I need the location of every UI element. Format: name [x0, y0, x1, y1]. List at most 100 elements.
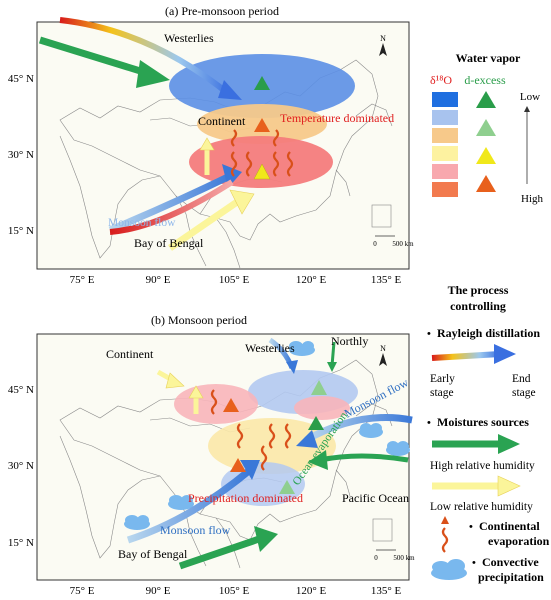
legend-high-rh: High relative humidity: [430, 460, 535, 472]
lon-75-a: 75° E: [70, 274, 95, 286]
svg-text:500 km: 500 km: [392, 240, 414, 248]
evaporation-icon: [236, 423, 244, 449]
label-a-westerlies: Westerlies: [164, 31, 214, 45]
legend-green-arrow: [432, 434, 520, 454]
lon-120-b: 120° E: [296, 585, 327, 597]
evaporation-icon: [272, 129, 280, 147]
legend-cont-evap-1: Continental: [479, 519, 540, 533]
evaporation-icon: [210, 389, 218, 415]
clouds-b: [124, 341, 410, 530]
label-b-monsoon-bottom: Monsoon flow: [160, 523, 231, 537]
north-arrow-a: N: [379, 34, 387, 56]
lon-75-b: 75° E: [70, 585, 95, 597]
label-b-continent: Continent: [106, 347, 154, 361]
evaporation-icons-a: [230, 129, 294, 177]
convective-cloud-icon: [168, 495, 194, 510]
map-a-lat-labels: 45° N 30° N 15° N: [8, 73, 34, 237]
lon-105-b: 105° E: [219, 585, 250, 597]
lon-135-b: 135° E: [371, 585, 402, 597]
legend-conv-1: Convective: [482, 555, 539, 569]
legend-early: Early: [430, 373, 455, 385]
legend-process-title-1: The process: [448, 283, 509, 297]
arrow-b-westerly: [268, 337, 298, 374]
label-a-continent: Continent: [198, 114, 246, 128]
arrow-b-yellow-up: [188, 385, 204, 414]
legend-rayleigh-arrow: [431, 344, 516, 364]
triangle-a-green: [254, 76, 270, 90]
legend-low-rh: Low relative humidity: [430, 501, 533, 513]
legend-swatch-3: [432, 146, 458, 161]
legend-triangle-2: [476, 147, 496, 164]
inset-map-a: [371, 204, 392, 228]
lat-30-a: 30° N: [8, 149, 34, 161]
legend-early-2: stage: [430, 387, 454, 399]
triangle-a-orange: [254, 118, 270, 132]
lon-105-a: 105° E: [219, 274, 250, 286]
label-a-temperature: Temperature dominated: [280, 111, 394, 125]
svg-text:0: 0: [373, 240, 377, 248]
legend-swatch-5: [432, 182, 458, 197]
arrow-a-monsoon-red: [109, 179, 234, 235]
legend-vapor-col2: d-excess: [464, 73, 506, 87]
legend-cont-evap-2: evaporation: [488, 534, 550, 548]
convective-cloud-icon: [289, 341, 315, 356]
scale-bar-b: 0 500 km: [374, 549, 415, 562]
svg-text:0: 0: [374, 554, 378, 562]
legend-conv-2: precipitation: [478, 570, 544, 584]
scale-bar-a: 0 500 km: [373, 235, 414, 248]
arrow-a-westerly-green: [38, 36, 170, 88]
label-b-bay: Bay of Bengal: [118, 547, 188, 561]
arrow-b-monsoon-right: [296, 414, 413, 448]
legend-vapor-triangles: [476, 91, 496, 192]
arrow-a-westerly-red: [59, 17, 242, 100]
label-a-bay: Bay of Bengal: [134, 236, 204, 250]
evaporation-icon: [286, 151, 294, 177]
map-b-lon-labels: 75° E 90° E 105° E 120° E 135° E: [70, 585, 402, 597]
lat-30-b: 30° N: [8, 460, 34, 472]
svg-text:500 km: 500 km: [393, 554, 415, 562]
lat-15-b: 15° N: [8, 537, 34, 549]
svg-text:N: N: [380, 344, 386, 353]
map-a-lon-labels: 75° E 90° E 105° E 120° E 135° E: [70, 274, 402, 286]
legend-swatch-2: [432, 128, 458, 143]
legend-triangle-1: [476, 119, 496, 136]
legend-swatch-1: [432, 110, 458, 125]
lat-15-a: 15° N: [8, 225, 34, 237]
convective-cloud-icon: [359, 423, 383, 438]
evaporation-icon: [272, 151, 280, 177]
legend-bullet-rayleigh: •: [427, 328, 431, 340]
panel-b: (b) Monsoon period 45° N 30° N 15° N 75°…: [8, 313, 415, 597]
legend-cloud-icon: [431, 559, 467, 580]
triangle-b-green-east: [308, 416, 324, 430]
legend-bullet-evap: •: [469, 521, 473, 533]
arrow-b-monsoon-bottom: [126, 460, 260, 544]
legend-vapor-swatches: [432, 92, 458, 197]
triangle-b-lightgreen-south: [279, 480, 295, 494]
legend-low: Low: [520, 91, 540, 103]
legend-high: High: [521, 193, 544, 205]
legend-swatch-4: [432, 164, 458, 179]
legend-triangle-3: [476, 175, 496, 192]
lon-90-b: 90° E: [146, 585, 171, 597]
triangle-b-lightgreen-north: [311, 380, 327, 395]
lon-135-a: 135° E: [371, 274, 402, 286]
evaporation-icon: [230, 151, 238, 177]
evaporation-icon: [268, 423, 276, 449]
legend-swatch-0: [432, 92, 458, 107]
legend-process: The process controlling • Rayleigh disti…: [427, 283, 550, 584]
legend-evaporation-icon: [441, 527, 449, 553]
legend-rayleigh: Rayleigh distillation: [437, 326, 540, 340]
convective-cloud-icon: [124, 515, 150, 530]
evaporation-icon: [260, 445, 268, 471]
inset-map-b: [372, 518, 393, 542]
arrow-b-continent-yellow: [156, 369, 185, 389]
legend-bullet-conv: •: [472, 557, 476, 569]
north-arrow-b: N: [379, 344, 387, 366]
ellipse-b-east: [294, 396, 350, 420]
legend-end: End: [512, 373, 531, 385]
panel-a: (a) Pre-monsoon period 45° N 30° N 15° N…: [8, 4, 414, 286]
legend-end-2: stage: [512, 387, 536, 399]
legend-bullet-moisture: •: [427, 417, 431, 429]
label-b-northly: Northly: [331, 334, 368, 348]
